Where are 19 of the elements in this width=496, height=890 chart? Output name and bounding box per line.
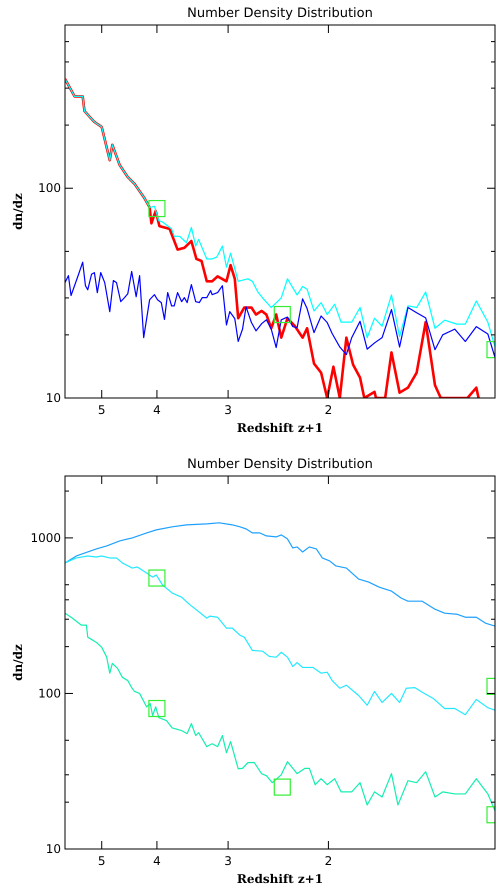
y-tick-label: 10 (46, 842, 61, 856)
x-tick-label: 2 (324, 854, 332, 868)
x-tick-label: 4 (153, 403, 161, 417)
x-tick-label: 2 (324, 403, 332, 417)
x-tick-label: 3 (224, 854, 232, 868)
x-tick-label: 5 (98, 854, 106, 868)
x-tick-label: 3 (224, 403, 232, 417)
chart-title: Number Density Distribution (187, 457, 373, 472)
x-tick-label: 5 (98, 403, 106, 417)
y-tick-label: 10 (46, 391, 61, 405)
y-axis-title: dn/dz (11, 192, 25, 230)
y-tick-label: 100 (38, 181, 61, 196)
y-tick-label: 100 (38, 686, 61, 700)
chart-title: Number Density Distribution (187, 6, 373, 21)
x-axis-title: Redshift z+1 (236, 421, 324, 435)
x-axis-title: Redshift z+1 (236, 872, 324, 886)
y-tick-label: 1000 (30, 530, 61, 545)
y-axis-title: dn/dz (11, 644, 25, 681)
x-tick-label: 4 (153, 854, 161, 868)
